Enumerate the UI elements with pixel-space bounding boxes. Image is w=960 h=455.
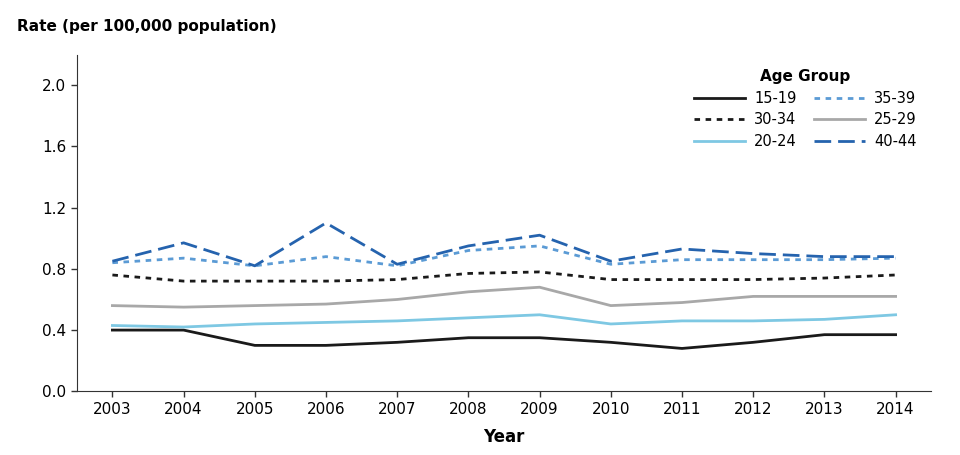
- Legend: 15-19, 30-34, 20-24, 35-39, 25-29, 40-44: 15-19, 30-34, 20-24, 35-39, 25-29, 40-44: [686, 62, 924, 156]
- X-axis label: Year: Year: [483, 428, 525, 446]
- Text: Rate (per 100,000 population): Rate (per 100,000 population): [17, 20, 276, 35]
